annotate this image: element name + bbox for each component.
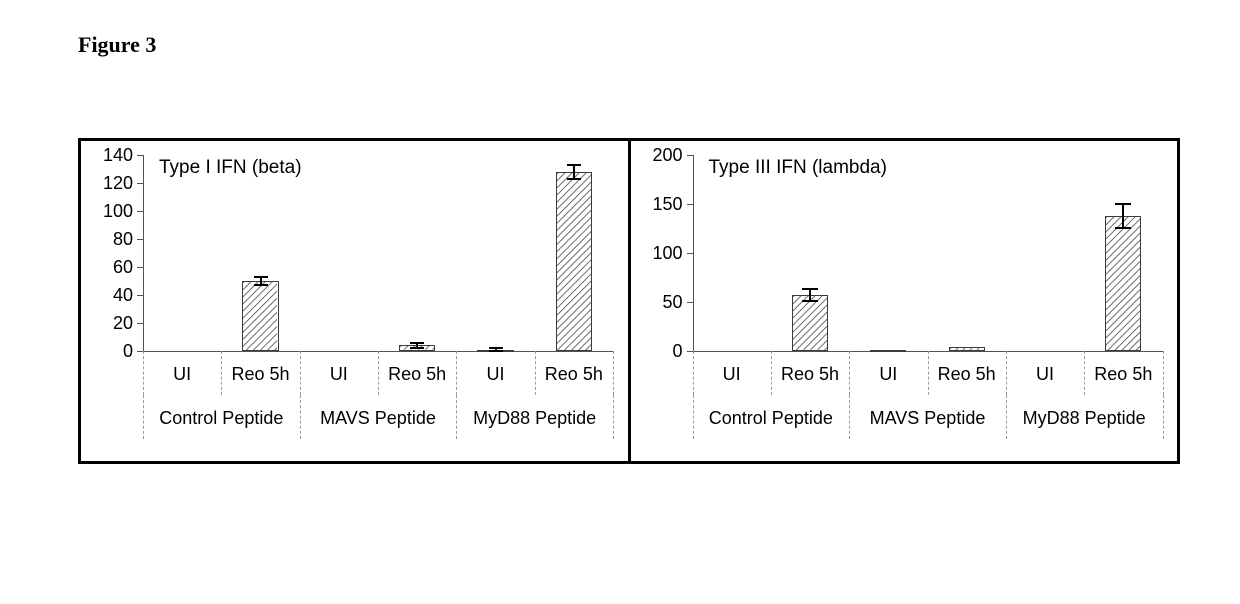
y-tick-label: 200	[631, 145, 683, 166]
y-axis	[693, 155, 694, 351]
y-tick-label: 150	[631, 194, 683, 215]
y-tick	[137, 295, 143, 296]
outer-category-label: MyD88 Peptide	[1006, 408, 1163, 429]
y-tick	[137, 267, 143, 268]
y-tick-label: 40	[81, 285, 133, 306]
y-tick	[137, 211, 143, 212]
bar	[949, 347, 985, 351]
inner-category-label: Reo 5h	[1084, 364, 1162, 385]
outer-category-label: MAVS Peptide	[849, 408, 1006, 429]
outer-category-label: Control Peptide	[693, 408, 850, 429]
y-tick-label: 140	[81, 145, 133, 166]
category-separator	[1163, 351, 1164, 395]
inner-category-label: Reo 5h	[221, 364, 299, 385]
error-bar	[573, 165, 575, 179]
category-separator	[613, 351, 614, 395]
error-bar-cap	[1115, 203, 1131, 205]
panel-left: 0 20 40 60 80 100 120 140	[81, 141, 628, 461]
y-tick-label: 60	[81, 257, 133, 278]
panel-right: 0 50 100 150 200	[628, 141, 1178, 461]
figure-caption: Figure 3	[78, 32, 156, 58]
y-tick-label: 0	[631, 341, 683, 362]
error-bar-cap	[489, 347, 503, 349]
category-separator	[1163, 395, 1164, 439]
y-tick	[137, 239, 143, 240]
y-tick-label: 120	[81, 173, 133, 194]
y-tick	[687, 155, 693, 156]
inner-category-label: UI	[143, 364, 221, 385]
y-tick-label: 80	[81, 229, 133, 250]
error-bar-cap	[410, 342, 424, 344]
inner-category-label: Reo 5h	[771, 364, 849, 385]
y-tick-label: 100	[631, 243, 683, 264]
bar	[556, 172, 592, 351]
inner-category-label: UI	[1006, 364, 1084, 385]
error-bar-cap	[254, 284, 268, 286]
bar	[870, 350, 906, 352]
error-bar-cap	[1115, 227, 1131, 229]
inner-category-label: UI	[849, 364, 927, 385]
inner-category-label: Reo 5h	[535, 364, 613, 385]
chart-title: Type I IFN (beta)	[159, 157, 302, 179]
y-tick	[687, 204, 693, 205]
inner-category-label: UI	[693, 364, 771, 385]
y-tick	[687, 253, 693, 254]
inner-category-label: Reo 5h	[928, 364, 1006, 385]
error-bar-cap	[254, 276, 268, 278]
panel-pair: 0 20 40 60 80 100 120 140	[78, 138, 1180, 464]
y-tick	[137, 155, 143, 156]
inner-category-label: UI	[456, 364, 534, 385]
outer-category-label: MyD88 Peptide	[456, 408, 613, 429]
bar	[242, 281, 278, 351]
outer-category-label: MAVS Peptide	[300, 408, 457, 429]
y-tick-label: 0	[81, 341, 133, 362]
error-bar-cap	[567, 164, 581, 166]
category-separator	[613, 395, 614, 439]
outer-category-label: Control Peptide	[143, 408, 300, 429]
y-tick	[137, 323, 143, 324]
y-tick-label: 50	[631, 292, 683, 313]
y-tick-label: 100	[81, 201, 133, 222]
inner-category-label: Reo 5h	[378, 364, 456, 385]
error-bar	[1122, 204, 1124, 228]
y-tick-label: 20	[81, 313, 133, 334]
error-bar-cap	[567, 178, 581, 180]
bar	[792, 295, 828, 351]
y-tick	[137, 183, 143, 184]
error-bar-cap	[802, 300, 818, 302]
y-axis	[143, 155, 144, 351]
page: Figure 3 0 20 40 60 80 100 120 140	[0, 0, 1240, 604]
inner-category-label: UI	[300, 364, 378, 385]
bar	[1105, 216, 1141, 351]
chart-title: Type III IFN (lambda)	[709, 157, 887, 179]
error-bar-cap	[410, 347, 424, 349]
error-bar-cap	[489, 350, 503, 352]
error-bar-cap	[802, 288, 818, 290]
y-tick	[687, 302, 693, 303]
